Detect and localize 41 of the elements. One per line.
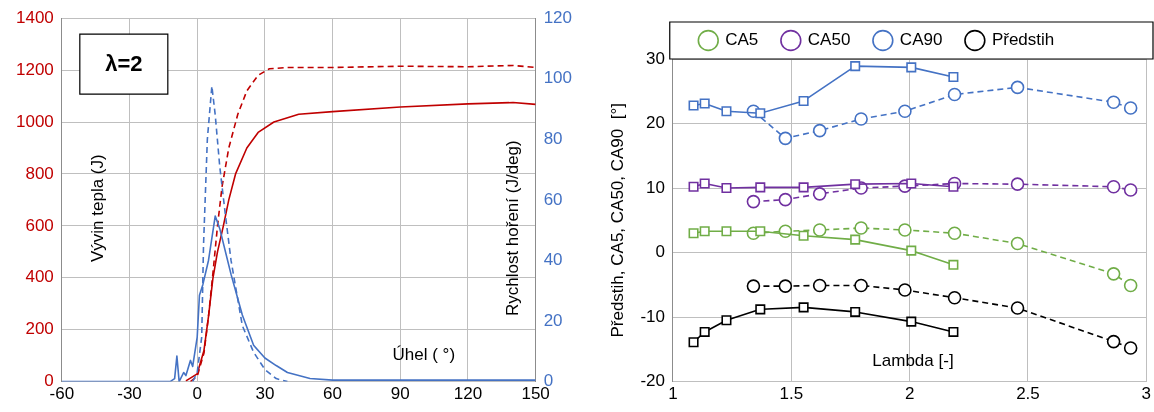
x-tick-label: 1.5 [779, 384, 804, 404]
y2-axis-title: Rychlost hoření (J/deg) [503, 140, 523, 317]
y2-tick-label: 80 [543, 129, 563, 149]
legend-label: Předstih [991, 30, 1055, 50]
x-tick-label: 3 [1141, 384, 1152, 404]
y2-tick-label: 100 [543, 68, 573, 88]
y2-tick-label: 20 [543, 310, 563, 330]
x-axis-title: Úhel ( °) [392, 345, 456, 365]
y-tick-label: 1400 [15, 7, 54, 27]
y-tick-label: 200 [25, 319, 54, 339]
legend-label: CA5 [725, 30, 759, 50]
y-tick-label: 600 [25, 215, 54, 235]
y-axis-title: Vývin tepla (J) [87, 154, 107, 263]
y-tick-label: 10 [646, 177, 665, 197]
x-tick-label: 30 [255, 384, 275, 404]
y-tick-label: 800 [25, 163, 54, 183]
y-tick-label: -10 [640, 306, 665, 326]
x-tick-label: 90 [390, 384, 410, 404]
x-tick-label: 120 [453, 384, 483, 404]
y-tick-label: 0 [44, 371, 54, 391]
y2-tick-label: 120 [543, 7, 573, 27]
x-tick-label: -30 [117, 384, 142, 404]
y-axis-title: Předstih, CA5, CA50, CA90 [°] [607, 103, 627, 338]
x-tick-label: 2 [904, 384, 915, 404]
y-tick-label: 400 [25, 267, 54, 287]
y2-tick-label: 60 [543, 189, 563, 209]
y-tick-label: 0 [655, 242, 665, 262]
y-tick-label: 1000 [15, 111, 54, 131]
annotation: λ=2 [105, 51, 143, 77]
legend-label: CA50 [807, 30, 851, 50]
x-axis-title: Lambda [-] [872, 351, 954, 371]
x-tick-label: 1 [668, 384, 678, 404]
y-tick-label: 30 [646, 48, 665, 68]
y-tick-label: -20 [640, 371, 665, 391]
y-tick-label: 1200 [15, 59, 54, 79]
y2-tick-label: 40 [543, 250, 563, 270]
x-tick-label: 2.5 [1016, 384, 1040, 404]
y-tick-label: 20 [646, 113, 665, 133]
x-tick-label: 0 [192, 384, 202, 404]
legend-label: CA90 [899, 30, 943, 50]
x-tick-label: 60 [323, 384, 343, 404]
